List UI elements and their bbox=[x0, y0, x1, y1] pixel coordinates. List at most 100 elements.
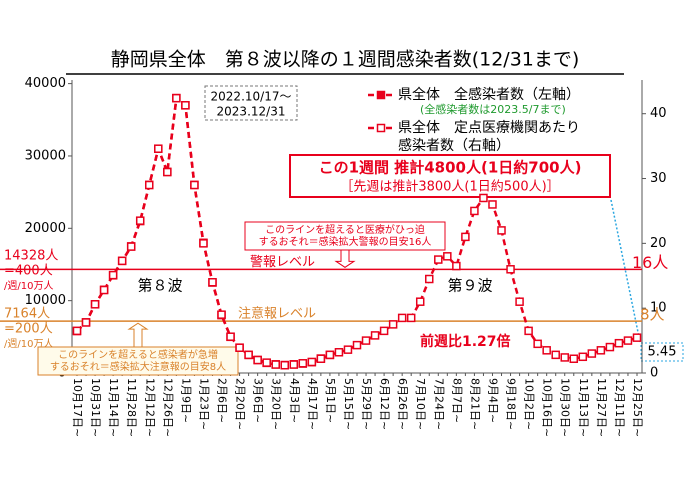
series-line bbox=[76, 95, 638, 367]
x-tick-label: 8月7日~ bbox=[450, 378, 463, 423]
x-tick-label: 7月10日~ bbox=[414, 378, 427, 430]
legend-label: 県全体 定点医療機関あたり bbox=[398, 119, 580, 136]
point bbox=[443, 252, 452, 261]
point bbox=[524, 326, 533, 336]
reference-note: このラインを超えると感染者が急増 bbox=[58, 348, 218, 361]
point bbox=[632, 333, 642, 342]
point bbox=[316, 354, 326, 363]
reference-left-label: =400人 bbox=[4, 264, 53, 279]
point bbox=[343, 345, 353, 354]
point bbox=[172, 93, 181, 103]
legend-marker bbox=[376, 123, 386, 133]
reference-arrow bbox=[127, 322, 149, 348]
x-tick-label: 4月17日~ bbox=[306, 378, 319, 430]
x-tick-label: 12月25日~ bbox=[631, 378, 644, 437]
point bbox=[72, 326, 82, 336]
point bbox=[506, 265, 515, 274]
point bbox=[470, 206, 479, 216]
x-tick-label: 1月9日~ bbox=[179, 378, 192, 423]
point bbox=[497, 226, 506, 235]
x-tick-label: 12月12日~ bbox=[143, 378, 156, 437]
point bbox=[253, 355, 262, 365]
x-tick-label: 10月30日~ bbox=[559, 378, 572, 437]
x-tick-label: 3月20日~ bbox=[270, 378, 283, 430]
reference-note-box bbox=[244, 221, 446, 251]
reference-arrow bbox=[334, 249, 356, 268]
reference-right-label: 16人 bbox=[632, 253, 668, 272]
point bbox=[388, 320, 398, 329]
point bbox=[578, 352, 588, 362]
x-tick-label: 9月4日~ bbox=[486, 378, 499, 423]
headline-box bbox=[289, 154, 611, 198]
x-tick-label: 10月16日~ bbox=[541, 378, 554, 437]
reference-note: このラインを超えると医療がひっ迫 bbox=[265, 223, 425, 236]
reference-note-box bbox=[37, 346, 239, 376]
point bbox=[325, 350, 335, 360]
x-tick-label: 11月14日~ bbox=[107, 378, 120, 437]
last-value-label: 5.45 bbox=[648, 345, 677, 360]
y-tick-label: 10000 bbox=[25, 293, 66, 308]
point bbox=[596, 346, 606, 355]
point bbox=[145, 180, 154, 190]
point bbox=[154, 144, 163, 153]
y-tick-label: 30000 bbox=[25, 148, 66, 163]
point bbox=[90, 300, 100, 309]
chart-title: 静岡県全体 第８波以降の１週間感染者数(12/31まで) bbox=[111, 49, 580, 71]
point bbox=[334, 348, 344, 357]
x-tick-label: 2月20日~ bbox=[234, 378, 247, 430]
point bbox=[515, 297, 524, 306]
point bbox=[117, 256, 127, 266]
reference-left-label: 14328人 bbox=[4, 249, 58, 264]
point bbox=[623, 336, 633, 345]
reference-left-label: 7164人 bbox=[4, 307, 50, 322]
point bbox=[542, 346, 551, 355]
point bbox=[307, 357, 317, 367]
period-box bbox=[204, 85, 298, 121]
x-tick-label: 11月28日~ bbox=[125, 378, 138, 437]
wave-label: 第８波 bbox=[137, 277, 182, 295]
point bbox=[181, 101, 190, 110]
point bbox=[298, 359, 308, 368]
point bbox=[262, 358, 271, 367]
point bbox=[108, 270, 118, 280]
y2-tick-label: 10 bbox=[650, 301, 667, 316]
legend-label: 県全体 全感染者数（左軸） bbox=[398, 86, 580, 103]
x-tick-label: 2月6日~ bbox=[216, 378, 229, 423]
point bbox=[199, 239, 208, 248]
point bbox=[271, 360, 280, 369]
x-tick-label: 5月29日~ bbox=[360, 378, 373, 430]
point bbox=[217, 310, 226, 319]
x-tick-label: 12月11日~ bbox=[613, 378, 626, 437]
y-tick-label: 20000 bbox=[25, 221, 66, 236]
point bbox=[452, 261, 461, 271]
x-tick-label: 10月2日~ bbox=[523, 378, 536, 430]
reference-left-label: /週/10万人 bbox=[4, 280, 53, 292]
period-end: 2023.12/31 bbox=[217, 105, 286, 119]
y2-tick-label: 0 bbox=[650, 366, 658, 381]
reference-right-label: 8人 bbox=[640, 306, 665, 324]
ratio-label: 前週比1.27倍 bbox=[420, 333, 511, 350]
point bbox=[425, 274, 434, 284]
x-tick-label: 10月17日~ bbox=[71, 378, 84, 437]
x-tick-label: 12月26日~ bbox=[161, 378, 174, 437]
x-tick-label: 3月6日~ bbox=[252, 378, 265, 423]
point bbox=[226, 332, 235, 341]
reference-label: 注意報レベル bbox=[238, 306, 316, 322]
y-tick-label: 40000 bbox=[25, 76, 66, 91]
y2-tick-label: 40 bbox=[650, 106, 667, 121]
point bbox=[614, 338, 624, 348]
x-tick-label: 8月21日~ bbox=[468, 378, 481, 430]
point bbox=[352, 340, 362, 350]
point bbox=[406, 313, 416, 323]
x-tick-label: 6月26日~ bbox=[396, 378, 409, 430]
x-tick-label: 10月31日~ bbox=[89, 378, 102, 437]
point bbox=[461, 232, 470, 242]
point bbox=[551, 350, 560, 360]
point bbox=[126, 242, 136, 251]
reference-label: 警報レベル bbox=[250, 254, 315, 270]
x-tick-label: 1月23日~ bbox=[197, 378, 210, 430]
point bbox=[190, 180, 199, 190]
headline-sub: ［先週は推計3800人(1日約500人)］ bbox=[340, 179, 559, 195]
x-tick-label: 11月27日~ bbox=[595, 378, 608, 437]
point bbox=[135, 216, 145, 225]
